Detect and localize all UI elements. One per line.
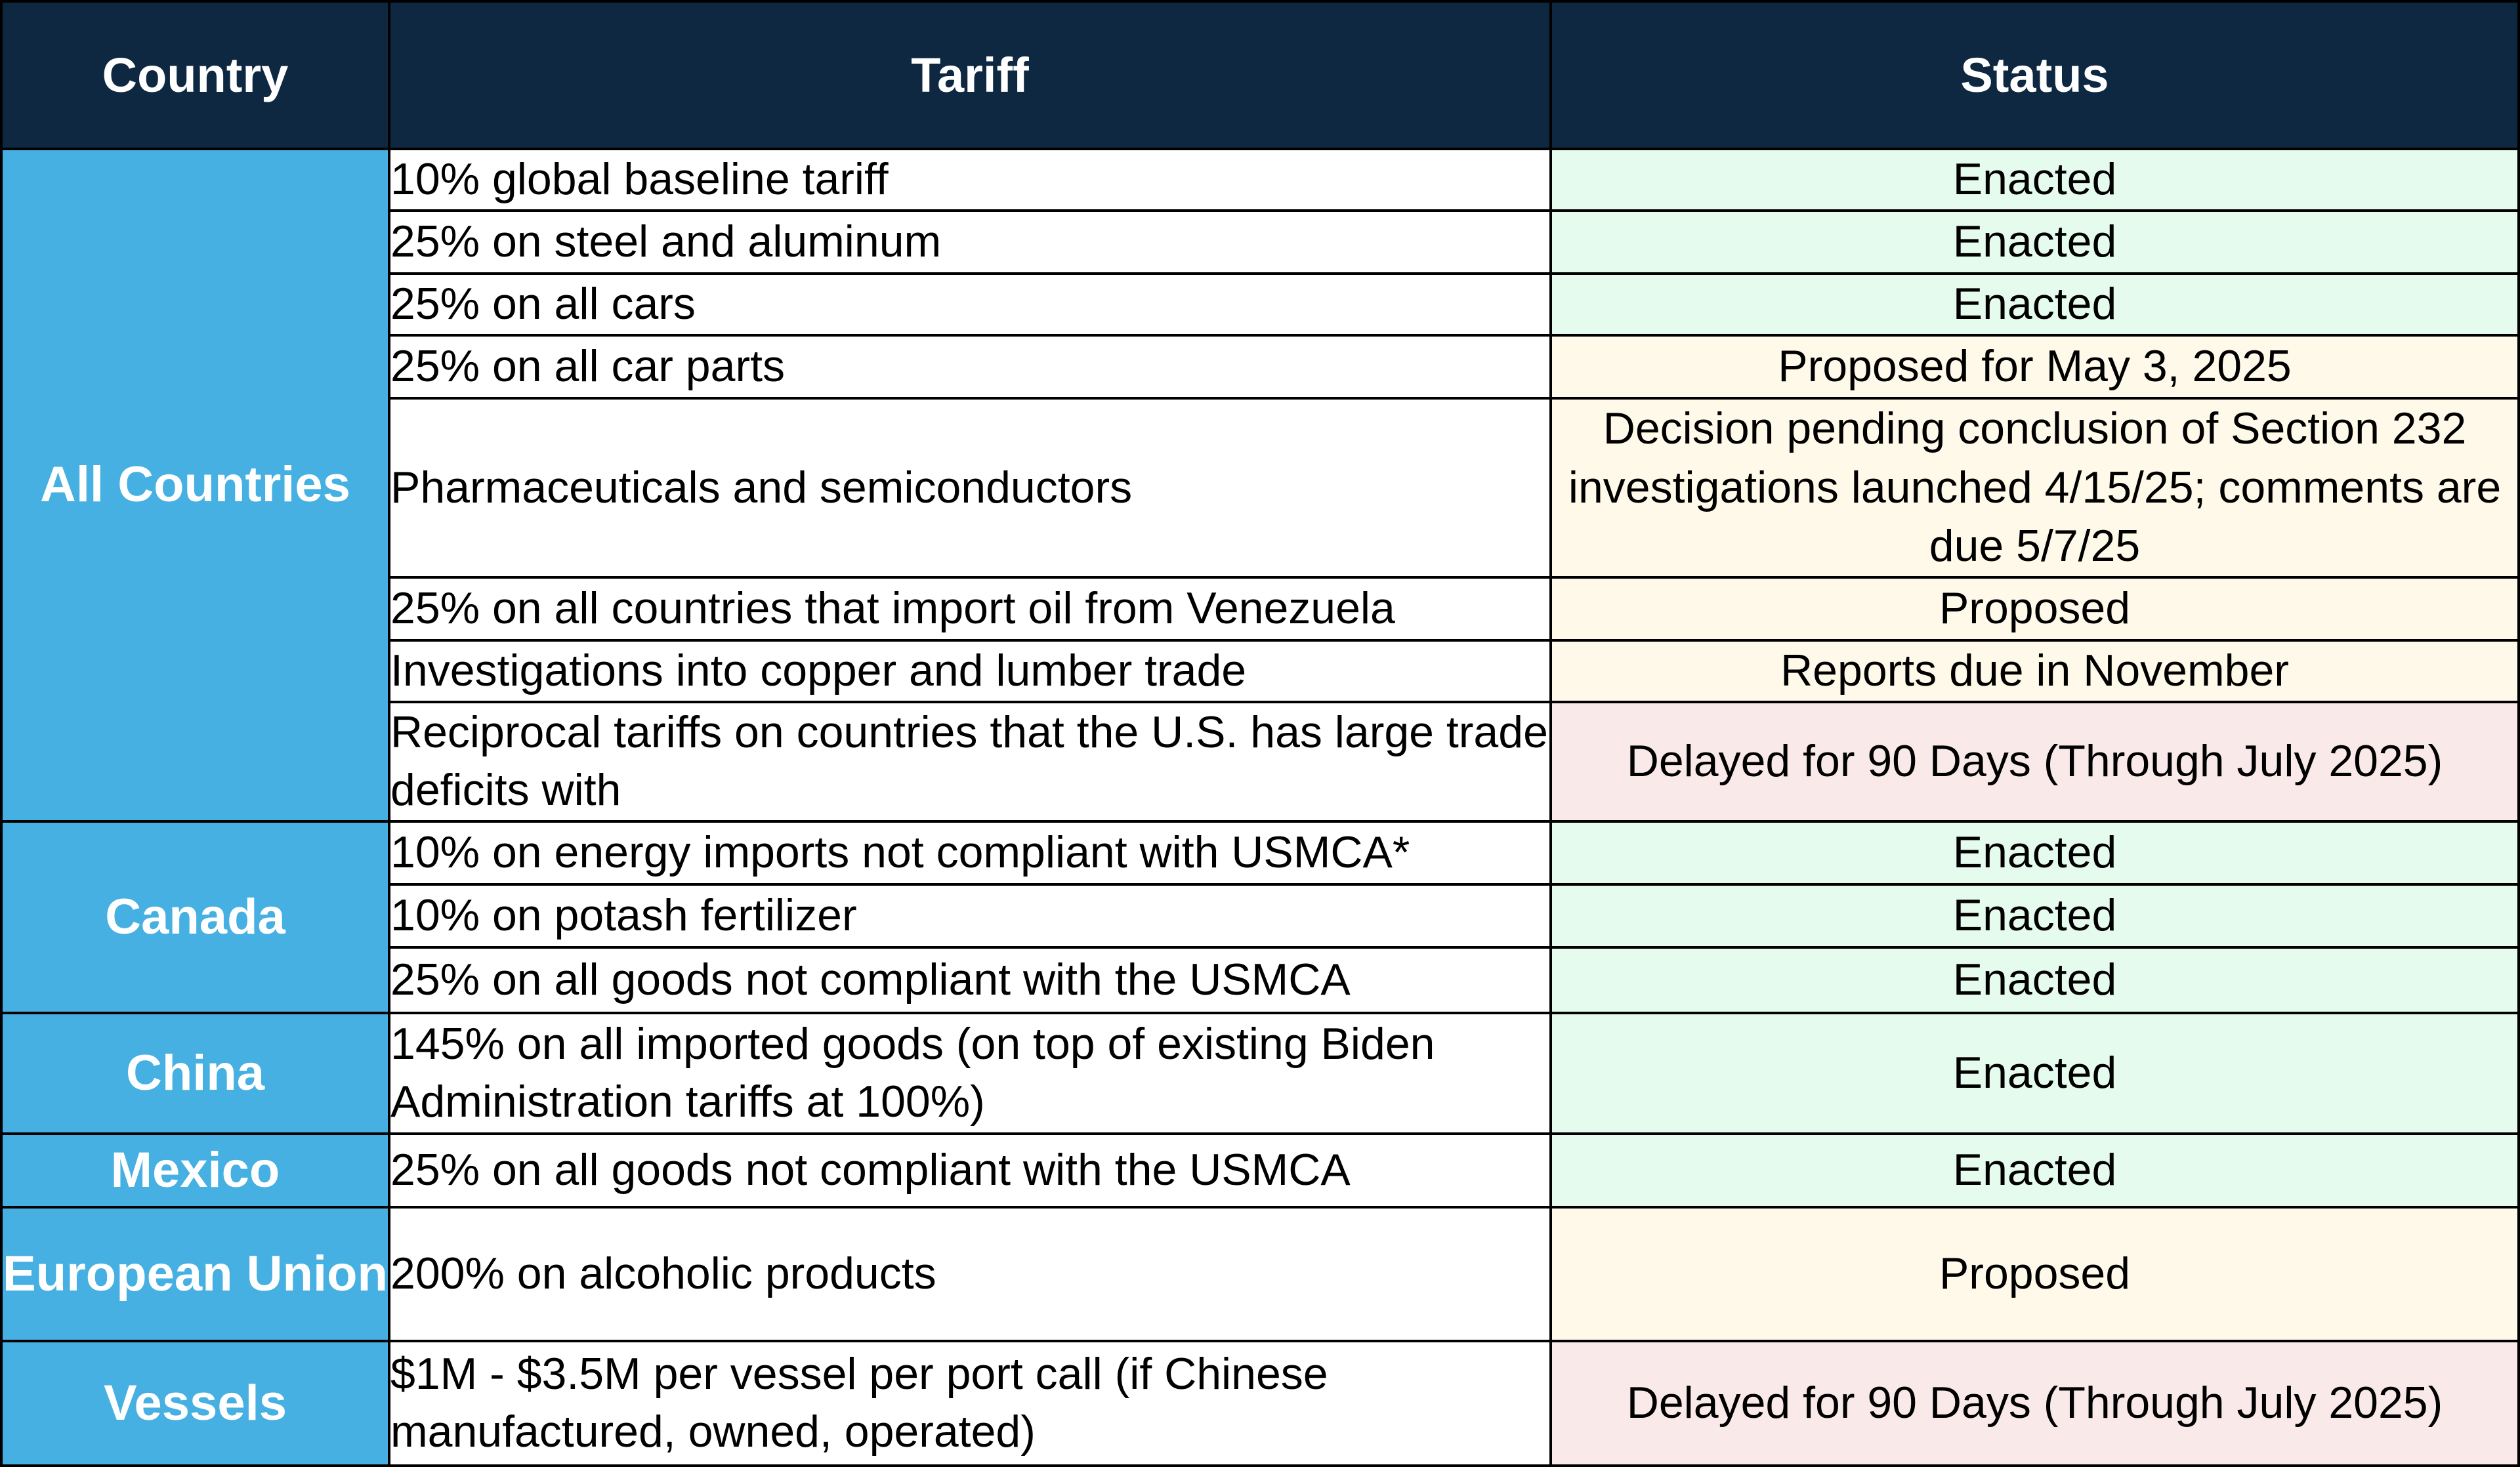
column-header-country: Country bbox=[0, 0, 390, 150]
country-cell-all-countries: All Countries bbox=[0, 148, 390, 823]
status-cell: Proposed for May 3, 2025 bbox=[1549, 333, 2520, 400]
country-cell-canada: Canada bbox=[0, 820, 390, 1014]
header-row: Country Tariff Status bbox=[0, 0, 2520, 150]
tariff-cell: 25% on all cars bbox=[388, 272, 1552, 337]
table-row: Canada 10% on energy imports not complia… bbox=[0, 820, 2520, 1014]
table-row: 25% on steel and aluminum Enacted bbox=[1, 209, 2520, 275]
table-row: Vessels $1M - $3.5M per vessel per port … bbox=[0, 1340, 2520, 1467]
tariff-cell: Reciprocal tariffs on countries that the… bbox=[388, 701, 1552, 823]
status-cell: Proposed bbox=[1549, 1206, 2520, 1342]
tariff-cell: 25% on all countries that import oil fro… bbox=[388, 576, 1552, 642]
status-cell: Enacted bbox=[1549, 820, 2520, 886]
table-row: European Union 200% on alcoholic product… bbox=[0, 1206, 2520, 1342]
tariff-cell: 145% on all imported goods (on top of ex… bbox=[388, 1012, 1552, 1135]
tariff-cell: 200% on alcoholic products bbox=[388, 1206, 1552, 1342]
table-row: Reciprocal tariffs on countries that the… bbox=[1, 701, 2520, 823]
country-cell-vessels: Vessels bbox=[0, 1340, 390, 1467]
table-row: 10% on potash fertilizer Enacted bbox=[1, 883, 2520, 949]
column-header-status: Status bbox=[1549, 0, 2520, 150]
tariff-cell: 25% on all goods not compliant with the … bbox=[388, 946, 1552, 1014]
table-row: Investigations into copper and lumber tr… bbox=[1, 639, 2520, 703]
status-cell: Enacted bbox=[1549, 1132, 2520, 1209]
status-cell: Reports due in November bbox=[1549, 639, 2520, 703]
status-cell: Enacted bbox=[1549, 946, 2520, 1014]
country-cell-european-union: European Union bbox=[0, 1206, 390, 1342]
status-cell: Enacted bbox=[1549, 883, 2520, 949]
tariff-cell: 25% on all goods not compliant with the … bbox=[388, 1132, 1552, 1209]
tariff-cell: 10% on potash fertilizer bbox=[388, 883, 1552, 949]
table-row: 25% on all goods not compliant with the … bbox=[1, 946, 2520, 1014]
tariff-cell: Investigations into copper and lumber tr… bbox=[388, 639, 1552, 703]
table-row: 25% on all car parts Proposed for May 3,… bbox=[1, 333, 2520, 400]
table-row: 25% on all countries that import oil fro… bbox=[1, 576, 2520, 642]
status-cell: Proposed bbox=[1549, 576, 2520, 642]
table-row: China 145% on all imported goods (on top… bbox=[0, 1012, 2520, 1135]
tariff-cell: 10% on energy imports not compliant with… bbox=[388, 820, 1552, 886]
status-cell: Enacted bbox=[1549, 1012, 2520, 1135]
table-row: Pharmaceuticals and semiconductors Decis… bbox=[1, 396, 2520, 579]
status-cell: Decision pending conclusion of Section 2… bbox=[1549, 396, 2520, 579]
tariff-cell: Pharmaceuticals and semiconductors bbox=[388, 396, 1552, 579]
tariff-cell: 25% on all car parts bbox=[388, 333, 1552, 400]
country-cell-china: China bbox=[0, 1012, 390, 1135]
table-row: 25% on all cars Enacted bbox=[1, 272, 2520, 337]
tariff-cell: 10% global baseline tariff bbox=[388, 148, 1552, 212]
status-cell: Enacted bbox=[1549, 148, 2520, 212]
country-cell-mexico: Mexico bbox=[0, 1132, 390, 1209]
status-cell: Enacted bbox=[1549, 272, 2520, 337]
status-cell: Enacted bbox=[1549, 209, 2520, 275]
table-row: All Countries 10% global baseline tariff… bbox=[0, 148, 2520, 823]
column-header-tariff: Tariff bbox=[388, 0, 1552, 150]
status-cell: Delayed for 90 Days (Through July 2025) bbox=[1549, 1340, 2520, 1467]
tariff-cell: 25% on steel and aluminum bbox=[388, 209, 1552, 275]
tariff-cell: $1M - $3.5M per vessel per port call (if… bbox=[388, 1340, 1552, 1467]
table-row: Mexico 25% on all goods not compliant wi… bbox=[0, 1132, 2520, 1209]
status-cell: Delayed for 90 Days (Through July 2025) bbox=[1549, 701, 2520, 823]
